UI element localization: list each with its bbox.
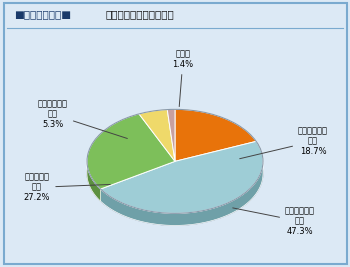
Polygon shape	[100, 162, 263, 225]
Polygon shape	[139, 109, 175, 161]
Text: かなり関心が
高い
18.7%: かなり関心が 高い 18.7%	[240, 127, 328, 159]
Polygon shape	[175, 109, 256, 161]
Polygon shape	[87, 160, 100, 201]
Text: やや関心は
低い
27.2%: やや関心は 低い 27.2%	[24, 172, 110, 202]
Text: かなり関心は
低い
5.3%: かなり関心は 低い 5.3%	[38, 99, 127, 139]
Text: ■図３－３－１■: ■図３－３－１■	[14, 9, 71, 19]
Polygon shape	[87, 114, 175, 189]
Text: 防災に対する関心の高さ: 防災に対する関心の高さ	[105, 9, 174, 19]
Text: 無回答
1.4%: 無回答 1.4%	[173, 50, 194, 107]
Polygon shape	[87, 160, 100, 201]
Polygon shape	[100, 162, 263, 225]
Polygon shape	[167, 109, 175, 161]
Polygon shape	[100, 141, 263, 213]
Ellipse shape	[87, 121, 263, 225]
Text: かなり関心は
高い
47.3%: かなり関心は 高い 47.3%	[233, 206, 315, 236]
